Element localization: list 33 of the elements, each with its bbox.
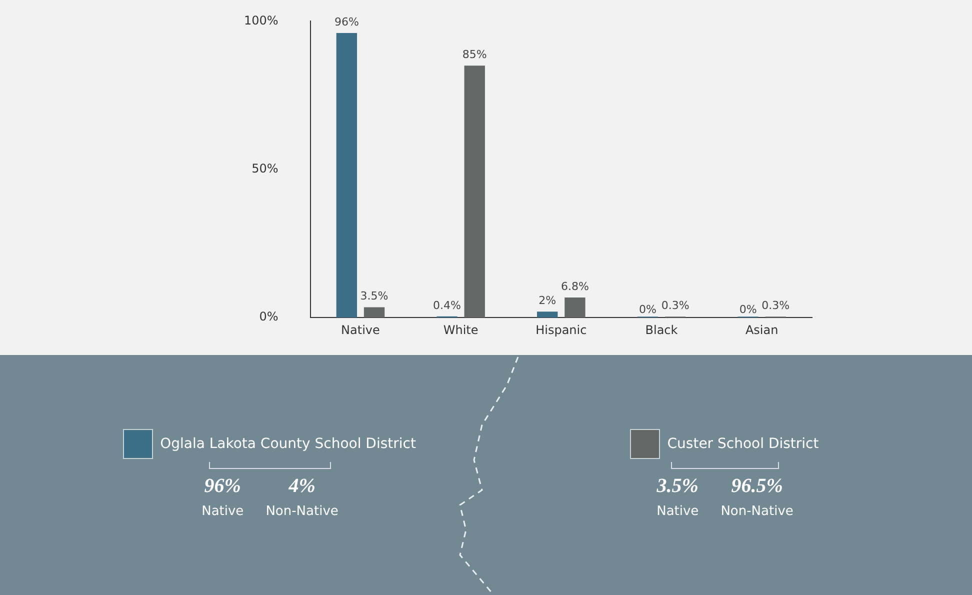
- text: 4%: [288, 475, 316, 498]
- text: 96.5%: [730, 475, 784, 498]
- data-label: 0.3%: [762, 298, 790, 312]
- text: 3.5%: [656, 475, 699, 498]
- text: 96%: [203, 475, 242, 498]
- bar: [364, 307, 385, 318]
- text: Native: [202, 504, 244, 519]
- legend-label: Oglala Lakota County School District: [160, 436, 416, 452]
- data-label: 6.8%: [560, 280, 589, 293]
- x-tick-label: Hispanic: [536, 322, 587, 337]
- text: Non-Native: [266, 504, 338, 519]
- y-tick-label: 100%: [244, 13, 278, 28]
- bar: [537, 312, 558, 318]
- legend-label: Custer School District: [667, 436, 819, 452]
- x-tick-label: Asian: [745, 322, 778, 337]
- data-label: 2%: [538, 294, 556, 308]
- x-tick-label: White: [443, 322, 478, 337]
- data-label: 3.5%: [360, 290, 388, 303]
- data-label: 0.4%: [433, 298, 461, 312]
- bar: [564, 297, 586, 318]
- text: Native: [656, 504, 699, 519]
- y-tick-label: 50%: [252, 162, 278, 176]
- data-label: 0.3%: [661, 298, 690, 312]
- y-tick-label: 0%: [259, 310, 278, 324]
- data-label: 85%: [462, 48, 487, 62]
- text: Non-Native: [720, 504, 794, 519]
- data-label: 96%: [334, 15, 359, 28]
- data-label: 0%: [638, 302, 656, 316]
- x-tick-label: Native: [341, 322, 380, 337]
- bar: [464, 66, 485, 318]
- x-tick-label: Black: [645, 322, 678, 337]
- data-label: 0%: [739, 302, 757, 316]
- bar: [336, 33, 358, 318]
